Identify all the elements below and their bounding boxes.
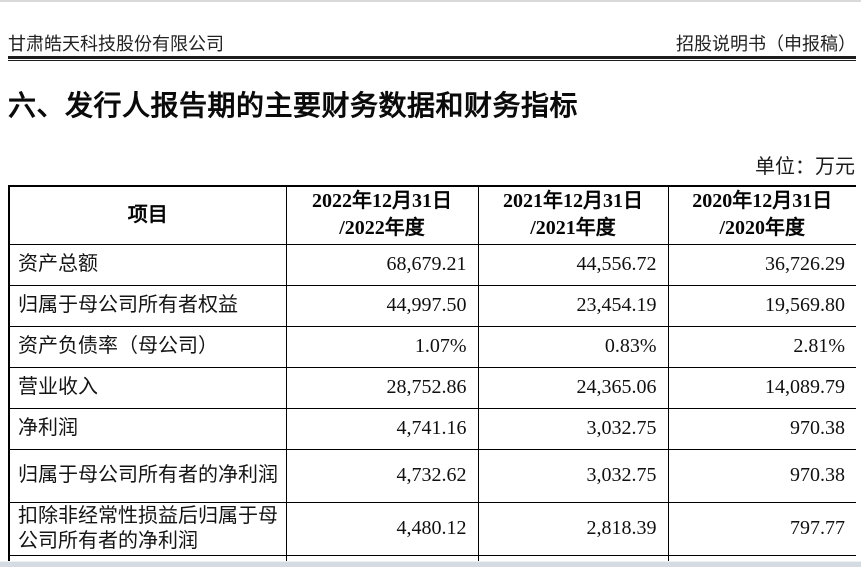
table-row-operating-revenue: 营业收入 28,752.86 24,365.06 14,089.79: [8, 366, 856, 409]
document-running-header: 甘肃皓天科技股份有限公司 招股说明书（申报稿）: [8, 30, 856, 56]
row-value-2020: 36,726.29: [667, 243, 856, 286]
header-rule-thin-line: [8, 60, 856, 61]
header-rule-thick-line: [8, 56, 856, 59]
table-row-cutoff: [8, 554, 856, 561]
column-header-item: 项目: [8, 185, 287, 245]
row-value-2020: 14,089.79: [667, 366, 856, 409]
row-value-2020: 970.38: [667, 407, 856, 450]
unit-note: 单位：万元: [755, 156, 855, 178]
table-row-parent-equity: 归属于母公司所有者权益 44,997.50 23,454.19 19,569.8…: [8, 284, 856, 327]
row-label: 归属于母公司所有者的净利润: [8, 448, 287, 503]
row-label: 营业收入: [8, 366, 287, 409]
company-name: 甘肃皓天科技股份有限公司: [8, 34, 224, 54]
row-label: 资产总额: [8, 243, 287, 286]
row-value-2020: 797.77: [667, 501, 856, 556]
row-label: 净利润: [8, 407, 287, 450]
row-label: 扣除非经常性损益后归属于母公司所有者的净利润: [8, 501, 287, 556]
column-header-period-2022: 2022年12月31日 /2022年度: [285, 185, 479, 245]
table-row-net-profit-excl-nonrecurring: 扣除非经常性损益后归属于母公司所有者的净利润 4,480.12 2,818.39…: [8, 501, 856, 556]
table-row-total-assets: 资产总额 68,679.21 44,556.72 36,726.29: [8, 243, 856, 286]
row-value-2022: 28,752.86: [285, 366, 479, 409]
row-value-2021: 3,032.75: [477, 448, 669, 503]
row-value-2021: 2,818.39: [477, 501, 669, 556]
row-label: 归属于母公司所有者权益: [8, 284, 287, 327]
table-row-debt-ratio: 资产负债率（母公司） 1.07% 0.83% 2.81%: [8, 325, 856, 368]
table-row-net-profit: 净利润 4,741.16 3,032.75 970.38: [8, 407, 856, 450]
viewport-bottom-edge: [0, 561, 861, 567]
row-value-2022: 68,679.21: [285, 243, 479, 286]
financial-data-table: 项目 2022年12月31日 /2022年度 2021年12月31日 /2021…: [8, 185, 856, 561]
row-value-2020: 970.38: [667, 448, 856, 503]
table-header-row: 项目 2022年12月31日 /2022年度 2021年12月31日 /2021…: [8, 185, 856, 245]
viewport-top-edge: [0, 0, 861, 2]
row-value-2021: 24,365.06: [477, 366, 669, 409]
row-value-2021: 44,556.72: [477, 243, 669, 286]
row-value-2020: 2.81%: [667, 325, 856, 368]
section-title: 六、发行人报告期的主要财务数据和财务指标: [8, 90, 579, 121]
row-value-2020: 19,569.80: [667, 284, 856, 327]
row-value-2022: 4,741.16: [285, 407, 479, 450]
row-value-2022: 4,480.12: [285, 501, 479, 556]
column-header-period-2020: 2020年12月31日 /2020年度: [667, 185, 856, 245]
document-type-label: 招股说明书（申报稿）: [676, 34, 856, 54]
financial-table-container: 项目 2022年12月31日 /2022年度 2021年12月31日 /2021…: [8, 185, 856, 561]
row-value-2021: 0.83%: [477, 325, 669, 368]
row-label: 资产负债率（母公司）: [8, 325, 287, 368]
row-value-2022: 1.07%: [285, 325, 479, 368]
row-value-2021: 23,454.19: [477, 284, 669, 327]
row-value-2022: 44,997.50: [285, 284, 479, 327]
row-value-2022: 4,732.62: [285, 448, 479, 503]
table-row-net-profit-parent: 归属于母公司所有者的净利润 4,732.62 3,032.75 970.38: [8, 448, 856, 503]
header-divider-rule: [8, 56, 856, 63]
row-value-2021: 3,032.75: [477, 407, 669, 450]
column-header-period-2021: 2021年12月31日 /2021年度: [477, 185, 669, 245]
